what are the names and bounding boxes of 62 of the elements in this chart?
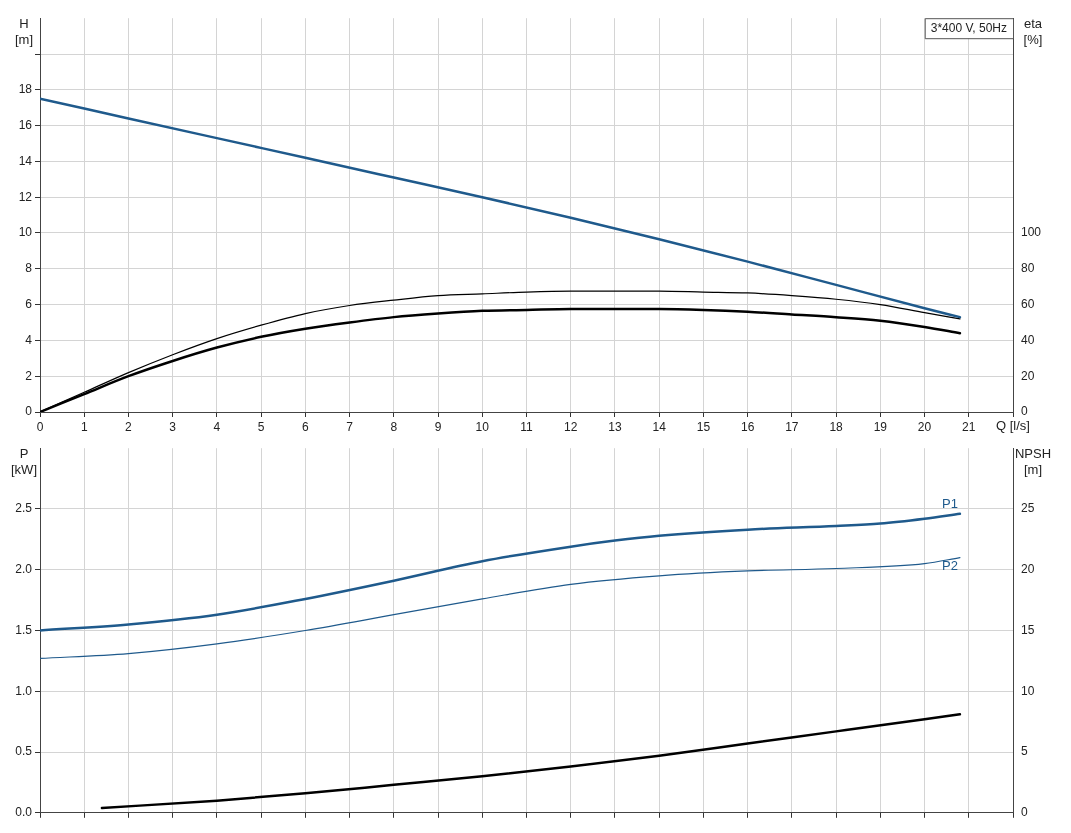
x-tick-label: 16: [740, 419, 755, 434]
x-tick-label: 3: [169, 419, 177, 434]
y2-tick-label: 25: [1021, 501, 1035, 516]
line-series: [40, 97, 962, 319]
x-tick-label: 14: [652, 419, 667, 434]
y2-tick-label: 100: [1021, 225, 1042, 240]
y-tick-label: 8: [25, 261, 33, 276]
series-label: P1: [942, 495, 958, 511]
y-tick-label: 1.5: [15, 622, 33, 637]
x-tick-label: 18: [829, 419, 844, 434]
y2-axis-title: eta [%]: [1023, 16, 1043, 48]
x-tick-label: 6: [302, 419, 310, 434]
y-tick-label: 0.5: [15, 744, 33, 759]
series-label: P2: [942, 557, 958, 573]
x-tick-label: 21: [962, 419, 976, 434]
y-tick-label: 0: [25, 404, 33, 419]
y2-tick-label: 5: [1021, 744, 1028, 759]
y-tick-label: 1.0: [15, 683, 33, 698]
x-tick-label: 13: [608, 419, 622, 434]
y2-tick-label: 20: [1021, 368, 1035, 383]
y2-tick-label: 10: [1021, 683, 1035, 698]
chart-title: 3*400 V, 50Hz: [930, 20, 1008, 35]
y2-tick-label: 60: [1021, 296, 1035, 311]
x-tick-label: 7: [346, 419, 354, 434]
y-tick-label: 2.5: [15, 501, 33, 516]
y-tick-label: 12: [18, 189, 33, 204]
y-tick-label: 2.0: [15, 562, 33, 577]
line-series: [100, 713, 962, 810]
y-tick-label: 16: [18, 117, 33, 132]
x-tick-label: 20: [917, 419, 932, 434]
y-tick-label: 6: [25, 296, 33, 311]
x-tick-label: 1: [80, 419, 88, 434]
x-tick-label: 19: [873, 419, 888, 434]
x-tick-label: 15: [696, 419, 711, 434]
y-tick-label: 10: [18, 225, 33, 240]
x-tick-label: 5: [257, 419, 265, 434]
y-tick-label: 4: [25, 332, 33, 347]
x-tick-label: 9: [434, 419, 442, 434]
x-tick-label: 0: [36, 419, 44, 434]
x-tick-label: 2: [125, 419, 133, 434]
y-tick-label: 2: [25, 368, 33, 383]
x-tick-label: 10: [475, 419, 490, 434]
x-tick-label: 4: [213, 419, 221, 434]
x-tick-label: 8: [390, 419, 398, 434]
line-series: [40, 512, 962, 632]
x-tick-label: 17: [785, 419, 799, 434]
y-tick-label: 14: [18, 153, 33, 168]
x-tick-label: 11: [520, 419, 534, 434]
y-axis-title: H [m]: [14, 16, 34, 48]
y-axis-title: P [kW]: [11, 446, 37, 478]
y-tick-label: 0.0: [15, 805, 33, 820]
x-tick-label: 12: [564, 419, 578, 434]
y2-axis-title: NPSH [m]: [1014, 446, 1052, 478]
y2-tick-label: 0: [1021, 805, 1028, 820]
line-series: [40, 556, 961, 660]
y-tick-label: 18: [18, 82, 33, 97]
y2-tick-label: 0: [1021, 404, 1028, 419]
y2-tick-label: 80: [1021, 261, 1035, 276]
y2-tick-label: 40: [1021, 332, 1035, 347]
x-axis-title: Q [l/s]: [996, 418, 1030, 434]
y2-tick-label: 15: [1021, 622, 1035, 637]
y2-tick-label: 20: [1021, 562, 1035, 577]
